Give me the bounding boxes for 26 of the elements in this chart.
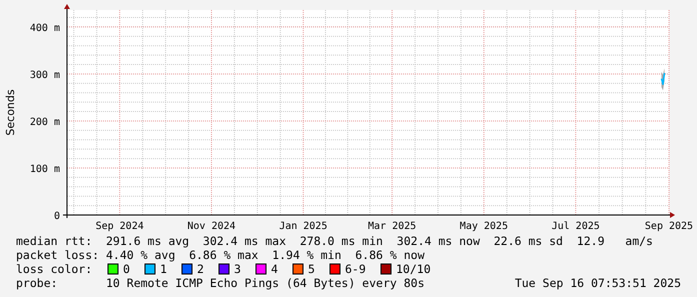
- x-tick-label: Sep 2025: [644, 221, 694, 232]
- text: probe: 10 Remote ICMP Echo Pings (64 Bytes) every 80s: [16, 276, 424, 290]
- x-tick-label: Jan 2025: [279, 221, 328, 232]
- legend-label: 0: [123, 262, 130, 276]
- legend-label: 3: [234, 262, 241, 276]
- y-tick-label: 400 m: [30, 22, 60, 34]
- x-tick-label: Sep 2024: [96, 221, 144, 232]
- y-tick-label: 100 m: [30, 164, 60, 175]
- legend-label: 1: [160, 262, 167, 276]
- text: Tue Sep 16 07:53:51 2025: [514, 276, 681, 290]
- legend-label: 4: [271, 262, 278, 276]
- legend-label: 6-9: [345, 262, 366, 276]
- legend-label: 10/10: [396, 262, 431, 276]
- x-tick-label: Jul 2025: [552, 221, 600, 232]
- y-axis-title: Seconds: [4, 89, 17, 136]
- y-tick-label: 0: [54, 211, 60, 222]
- legend-label: 2: [197, 262, 204, 276]
- x-tick-label: Mar 2025: [368, 221, 416, 232]
- text: packet loss: 4.40 % avg 6.86 % max 1.94 % min 6.86 % now: [16, 248, 425, 262]
- x-tick-label: May 2025: [460, 221, 508, 232]
- x-tick-label: Nov 2024: [187, 221, 236, 232]
- y-tick-label: 300 m: [30, 70, 60, 81]
- y-tick-label: 200 m: [30, 116, 60, 128]
- text: median rtt: 291.6 ms avg 302.4 ms max 278.0 ms min 302.4 ms now 22.6 ms sd 12.9 am/s: [16, 234, 653, 248]
- legend-label: 5: [308, 262, 315, 276]
- legend-title: loss color:: [16, 262, 92, 276]
